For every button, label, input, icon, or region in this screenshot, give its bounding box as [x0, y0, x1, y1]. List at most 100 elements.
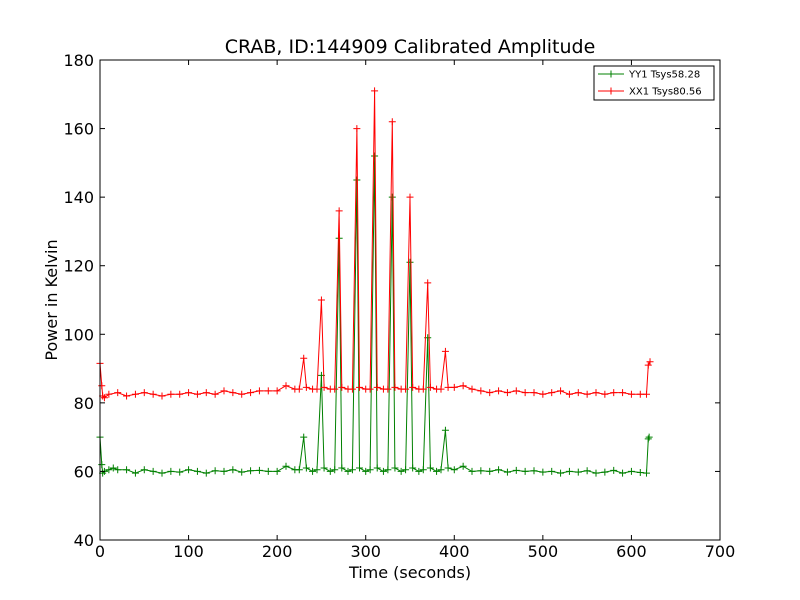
data-point: [344, 467, 352, 475]
data-point: [477, 467, 485, 475]
data-point: [468, 467, 476, 475]
data-point: [388, 193, 396, 201]
data-point: [131, 469, 139, 477]
data-point: [521, 389, 529, 397]
data-point: [348, 385, 356, 393]
data-point: [309, 467, 317, 475]
data-point: [402, 466, 410, 474]
plot-frame: [99, 59, 721, 541]
data-point: [419, 466, 427, 474]
data-point: [238, 468, 246, 476]
data-point: [282, 462, 290, 470]
data-point: [149, 467, 157, 475]
data-point: [406, 258, 414, 266]
data-point: [437, 385, 445, 393]
data-point: [140, 389, 148, 397]
data-point: [409, 383, 417, 391]
data-point: [557, 469, 565, 477]
x-tick-label: 600: [616, 542, 647, 561]
data-point: [468, 385, 476, 393]
data-point: [356, 383, 364, 391]
data-point: [619, 469, 627, 477]
data-point: [565, 467, 573, 475]
y-tick-label: 140: [63, 188, 94, 207]
data-point: [391, 383, 399, 391]
data-point: [331, 466, 339, 474]
data-point: [338, 383, 346, 391]
data-point: [592, 389, 600, 397]
y-axis-label: Power in Kelvin: [42, 239, 61, 360]
legend-swatch-marker: [607, 87, 615, 95]
y-tick-label: 40: [74, 531, 94, 550]
data-point: [459, 382, 467, 390]
data-point: [379, 467, 387, 475]
legend-label: XX1 Tsys80.56: [629, 87, 702, 98]
data-point: [388, 118, 396, 126]
data-point: [300, 354, 308, 362]
data-point: [548, 467, 556, 475]
series-layer: [96, 87, 654, 477]
data-point: [273, 387, 281, 395]
data-point: [185, 466, 193, 474]
data-point: [415, 467, 423, 475]
data-point: [565, 390, 573, 398]
data-point: [450, 383, 458, 391]
data-point: [530, 389, 538, 397]
data-point: [557, 387, 565, 395]
data-point: [441, 347, 449, 355]
data-point: [247, 467, 255, 475]
data-point: [486, 389, 494, 397]
data-point: [220, 387, 228, 395]
data-point: [105, 466, 113, 474]
data-point: [539, 468, 547, 476]
data-point: [335, 207, 343, 215]
data-point: [176, 468, 184, 476]
x-tick-label: 400: [439, 542, 470, 561]
data-point: [444, 464, 452, 472]
data-point: [548, 389, 556, 397]
data-point: [229, 466, 237, 474]
data-point: [295, 385, 303, 393]
data-point: [644, 361, 652, 369]
data-point: [366, 385, 374, 393]
data-point: [384, 385, 392, 393]
data-point: [433, 467, 441, 475]
data-point: [140, 466, 148, 474]
data-point: [610, 466, 618, 474]
data-point: [100, 394, 108, 402]
y-tick-label: 80: [74, 394, 94, 413]
data-point: [636, 390, 644, 398]
data-point: [373, 464, 381, 472]
data-point: [495, 387, 503, 395]
series-1: [96, 87, 654, 402]
data-point: [419, 385, 427, 393]
data-point: [384, 466, 392, 474]
data-point: [406, 193, 414, 201]
data-point: [149, 390, 157, 398]
data-point: [193, 390, 201, 398]
data-point: [521, 467, 529, 475]
data-point: [238, 390, 246, 398]
data-point: [426, 464, 434, 472]
data-point: [282, 382, 290, 390]
chart-title: CRAB, ID:144909 Calibrated Amplitude: [225, 36, 596, 58]
data-point: [397, 467, 405, 475]
data-point: [530, 467, 538, 475]
data-point: [402, 385, 410, 393]
data-point: [185, 389, 193, 397]
data-point: [300, 433, 308, 441]
legend-box: [593, 65, 715, 101]
data-point: [338, 464, 346, 472]
y-tick-label: 120: [63, 257, 94, 276]
data-point: [326, 467, 334, 475]
data-point: [601, 390, 609, 398]
data-point: [98, 382, 106, 390]
data-point: [441, 426, 449, 434]
data-point: [619, 389, 627, 397]
data-point: [114, 466, 122, 474]
data-point: [255, 466, 263, 474]
data-point: [353, 176, 361, 184]
data-point: [247, 389, 255, 397]
data-point: [362, 467, 370, 475]
